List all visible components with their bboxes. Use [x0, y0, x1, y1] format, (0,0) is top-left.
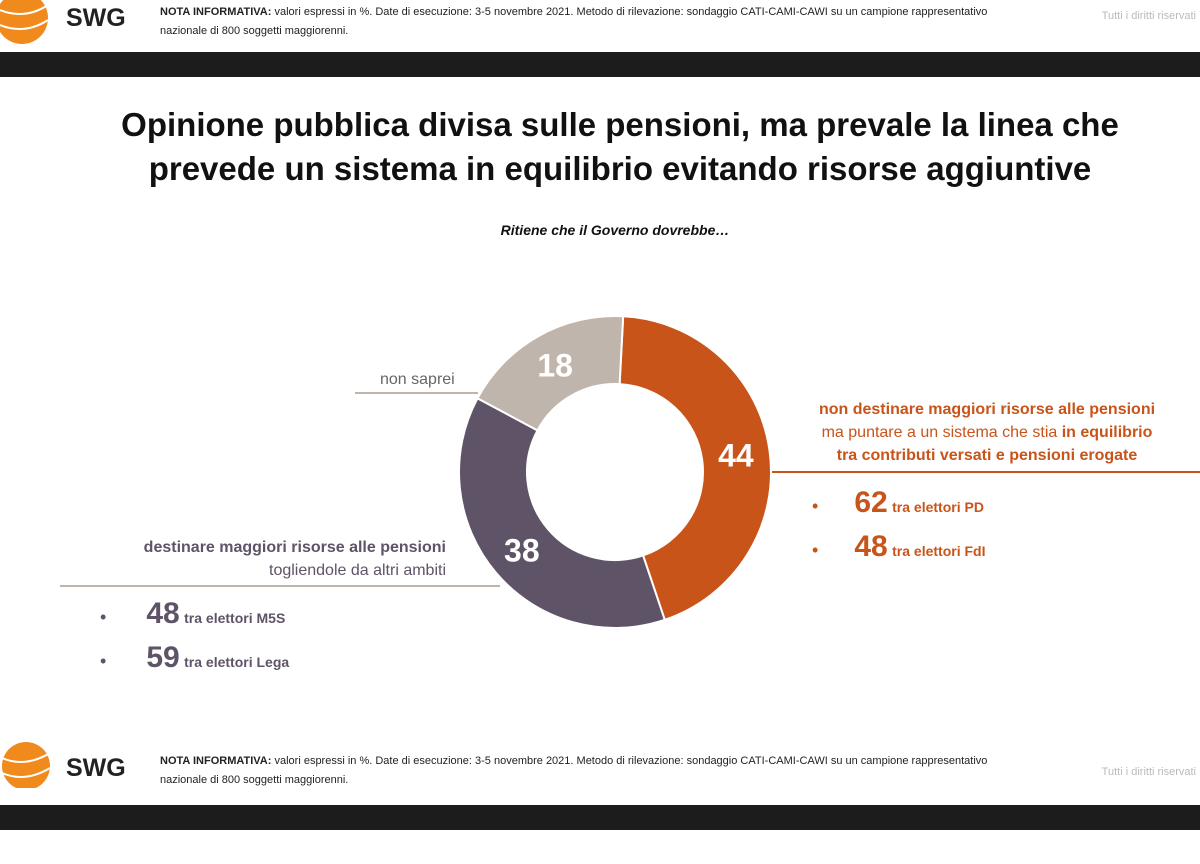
- label-orange: non destinare maggiori risorse alle pens…: [818, 401, 1156, 464]
- slice-orange: [618, 315, 772, 622]
- swg-logo-icon: [1, 742, 51, 788]
- list-item: • 48 tra elettori FdI: [812, 530, 986, 563]
- rights: Tutti i diritti riservati: [1101, 766, 1196, 778]
- chart-subtitle: Ritiene che il Governo dovrebbe…: [500, 222, 730, 238]
- data-label: 18: [537, 348, 573, 384]
- slice-grey: [476, 315, 625, 432]
- data-label: 44: [718, 437, 754, 473]
- swg-logo-icon: [0, 0, 49, 44]
- nota-informativa: NOTA INFORMATIVA: valori espressi in %. …: [160, 6, 988, 37]
- header-bottom: SWG NOTA INFORMATIVA: valori espressi in…: [0, 738, 1200, 788]
- dark-bar: [0, 805, 1200, 830]
- list-item: • 62 tra elettori PD: [812, 486, 984, 519]
- orange-items: • 62 tra elettori PD • 48 tra elettori FdI: [812, 486, 986, 564]
- rights: Tutti i diritti riservati: [1101, 10, 1196, 22]
- purple-items: • 48 tra elettori M5S • 59 tra elettori Le…: [100, 597, 289, 675]
- list-item: • 59 tra elettori Lega: [100, 641, 290, 674]
- label-purple: destinare maggiori risorse alle pensioni…: [143, 539, 446, 579]
- label-non-saprei: non saprei: [380, 371, 455, 388]
- dark-bar: [0, 52, 1200, 77]
- data-label: 38: [504, 533, 540, 569]
- slide-title: Opinione pubblica divisa sulle pensioni,…: [121, 106, 1119, 187]
- header-top: SWG NOTA INFORMATIVA: valori espressi in…: [0, 0, 1200, 50]
- brand: SWG: [66, 754, 126, 782]
- slice-purple: [458, 396, 667, 629]
- brand: SWG: [66, 4, 126, 32]
- nota-informativa: NOTA INFORMATIVA: valori espressi in %. …: [160, 755, 988, 786]
- list-item: • 48 tra elettori M5S: [100, 597, 286, 630]
